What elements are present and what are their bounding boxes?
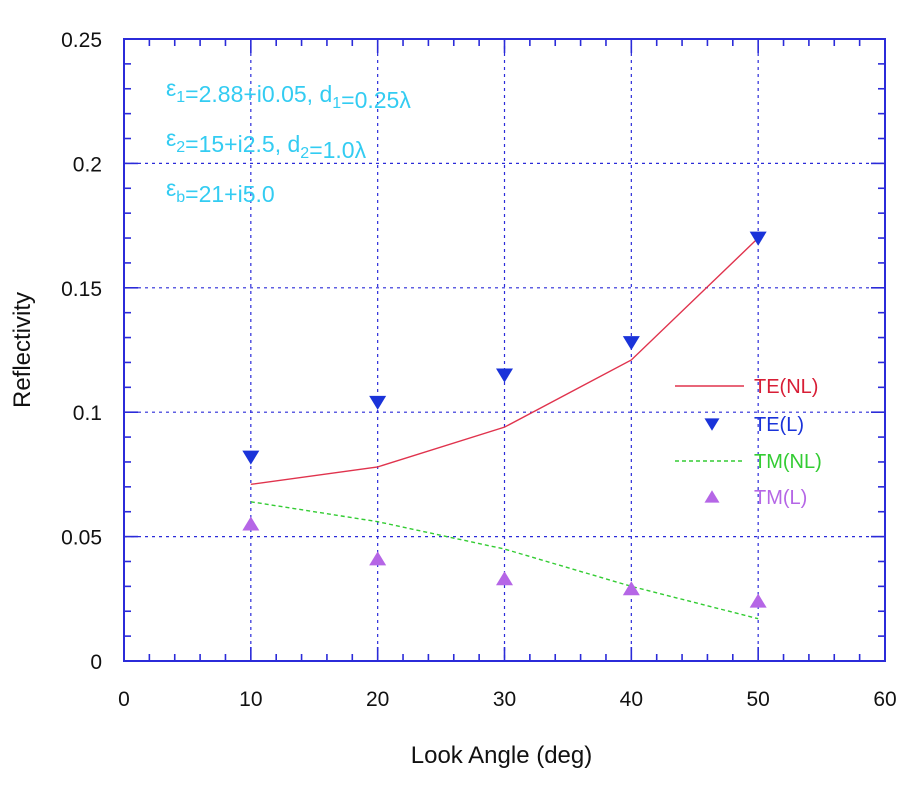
- legend-label-tm-nl: TM(NL): [754, 451, 822, 473]
- legend: TE(NL) TE(L) TM(NL) TM(L): [675, 376, 822, 509]
- y-tick-label: 0.25: [61, 29, 102, 52]
- x-tick-label: 50: [746, 688, 769, 711]
- y-axis-title: Reflectivity: [9, 292, 36, 408]
- y-tick-label: 0.2: [73, 153, 102, 176]
- data-point-te-l: [622, 336, 640, 351]
- annotation-line-1: ε1=2.88+i0.05, d1=0.25λ: [166, 75, 411, 113]
- y-tick-label: 0: [90, 651, 102, 674]
- y-tick-label: 0.05: [61, 527, 102, 550]
- data-point-tm-l: [749, 593, 767, 608]
- legend-swatch-te-l: [704, 418, 720, 431]
- x-axis-title: Look Angle (deg): [411, 742, 592, 769]
- x-tick-label: 40: [620, 688, 643, 711]
- x-tick-label: 20: [366, 688, 389, 711]
- y-tick-label: 0.1: [73, 402, 102, 425]
- x-tick-label: 60: [873, 688, 896, 711]
- data-point-te-l: [496, 368, 513, 383]
- y-tick-label: 0.15: [61, 278, 102, 301]
- tick-labels: 0 10 20 30 40 50 60 0 0.05 0.1 0.15 0.2 0.25: [61, 29, 897, 711]
- data-point-tm-l: [622, 581, 640, 596]
- legend-label-te-l: TE(L): [754, 414, 804, 436]
- x-tick-label: 10: [239, 688, 262, 711]
- data-point-te-l: [369, 395, 387, 410]
- data-point-tm-l: [496, 571, 513, 586]
- data-point-tm-l: [369, 551, 387, 566]
- legend-swatch-tm-l: [704, 490, 720, 503]
- annotation-line-3: εb=21+i5.0: [166, 175, 275, 207]
- data-point-te-l: [242, 450, 260, 465]
- data-point-tm-l: [242, 516, 260, 531]
- series-line-te-nl: [250, 237, 759, 486]
- x-tick-label: 0: [118, 688, 130, 711]
- data-series: [242, 231, 767, 620]
- series-line-tm-nl: [250, 501, 759, 620]
- annotations: ε1=2.88+i0.05, d1=0.25λ ε2=15+i2.5, d2=1.…: [166, 75, 411, 207]
- data-point-te-l: [749, 231, 767, 246]
- legend-label-te-nl: TE(NL): [754, 376, 818, 398]
- x-tick-label: 30: [493, 688, 516, 711]
- plot-frame: [123, 38, 886, 662]
- annotation-line-2: ε2=15+i2.5, d2=1.0λ: [166, 125, 367, 163]
- legend-label-tm-l: TM(L): [754, 487, 807, 509]
